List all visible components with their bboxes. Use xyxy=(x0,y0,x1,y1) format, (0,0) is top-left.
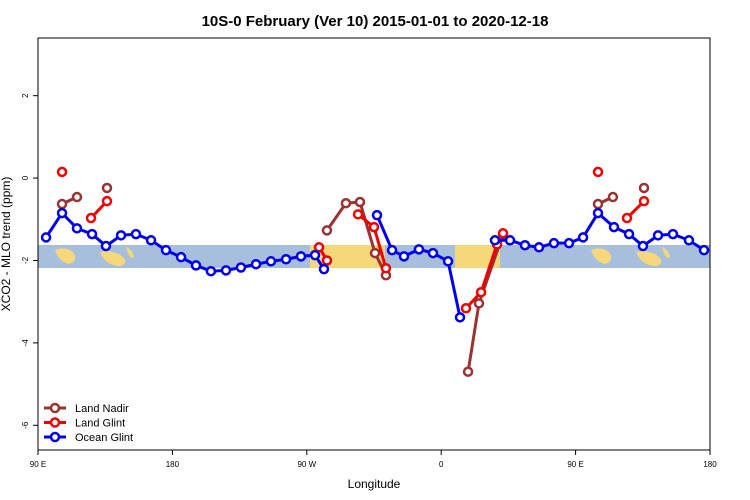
point xyxy=(145,235,157,246)
plot-frame xyxy=(37,37,711,451)
y-axis-label: XCO2 - MLO trend (ppm) xyxy=(0,177,13,312)
point xyxy=(101,195,113,207)
point xyxy=(473,298,485,309)
point xyxy=(577,232,589,243)
x-tick-label: 0 xyxy=(439,460,444,469)
point xyxy=(519,239,531,251)
series xyxy=(40,207,710,323)
point xyxy=(368,221,380,233)
point xyxy=(190,260,202,271)
point xyxy=(563,237,575,249)
point xyxy=(427,247,439,259)
point xyxy=(621,212,633,224)
x-tick-label: 180 xyxy=(166,460,180,469)
point xyxy=(318,263,330,275)
point xyxy=(608,221,620,233)
point xyxy=(321,255,333,266)
point xyxy=(683,235,695,246)
point xyxy=(548,237,560,249)
point xyxy=(100,240,112,252)
point xyxy=(592,198,604,210)
point xyxy=(460,303,472,314)
point xyxy=(71,223,83,234)
legend-label: Land Nadir xyxy=(75,403,129,415)
point xyxy=(295,251,307,262)
legend-marker xyxy=(49,417,61,428)
point xyxy=(462,366,474,377)
point xyxy=(160,244,172,256)
x-tick-label: 90 E xyxy=(30,460,46,469)
point xyxy=(475,286,487,298)
point xyxy=(175,251,187,263)
point xyxy=(489,235,501,246)
land xyxy=(455,245,500,268)
point xyxy=(497,228,509,239)
point xyxy=(533,242,545,253)
point xyxy=(638,182,650,194)
y-tick-label: -4 xyxy=(21,339,30,347)
point xyxy=(592,166,604,178)
point xyxy=(313,242,325,253)
point xyxy=(205,265,217,277)
legend-marker xyxy=(49,402,61,414)
point xyxy=(309,249,321,261)
y-tick-label: 0 xyxy=(21,175,30,180)
point xyxy=(413,244,425,255)
x-tick-label: 90 E xyxy=(567,460,583,469)
point xyxy=(354,196,366,208)
series xyxy=(58,184,648,376)
point xyxy=(250,258,262,270)
land xyxy=(591,247,670,266)
point xyxy=(454,312,466,323)
point xyxy=(56,198,68,210)
x-tick-label: 180 xyxy=(703,460,717,469)
point xyxy=(442,256,454,267)
point xyxy=(265,256,277,267)
point xyxy=(86,228,98,240)
point xyxy=(130,228,142,240)
point xyxy=(71,191,83,203)
land xyxy=(55,247,134,266)
point xyxy=(592,207,604,219)
point xyxy=(623,228,635,240)
chart-title: 10S-0 February (Ver 10) 2015-01-01 to 20… xyxy=(202,13,549,30)
point xyxy=(667,228,679,240)
x-tick-label: 90 W xyxy=(297,460,316,469)
point xyxy=(369,247,381,259)
point xyxy=(321,225,333,236)
point xyxy=(220,265,232,276)
point xyxy=(371,209,383,221)
point xyxy=(652,230,664,241)
y-tick-label: -2 xyxy=(21,256,30,264)
point xyxy=(380,263,392,274)
point xyxy=(504,235,516,246)
x-axis-label: Longitude xyxy=(348,477,401,491)
point xyxy=(398,251,410,262)
point xyxy=(280,253,292,265)
legend-label: Land Glint xyxy=(75,418,125,430)
point xyxy=(607,191,619,203)
point xyxy=(235,262,247,273)
series xyxy=(56,166,650,314)
point xyxy=(638,195,650,207)
point xyxy=(637,240,649,252)
point xyxy=(115,230,127,241)
point xyxy=(698,244,710,256)
point xyxy=(56,207,68,219)
point xyxy=(56,166,68,178)
point xyxy=(40,232,52,243)
point xyxy=(386,244,398,256)
point xyxy=(340,197,352,209)
point xyxy=(352,209,364,220)
legend-label: Ocean Glint xyxy=(75,432,133,444)
legend-marker xyxy=(49,431,61,443)
point xyxy=(101,182,113,194)
y-tick-label: -6 xyxy=(21,421,30,429)
point xyxy=(85,212,97,224)
y-tick-label: 2 xyxy=(21,93,30,98)
